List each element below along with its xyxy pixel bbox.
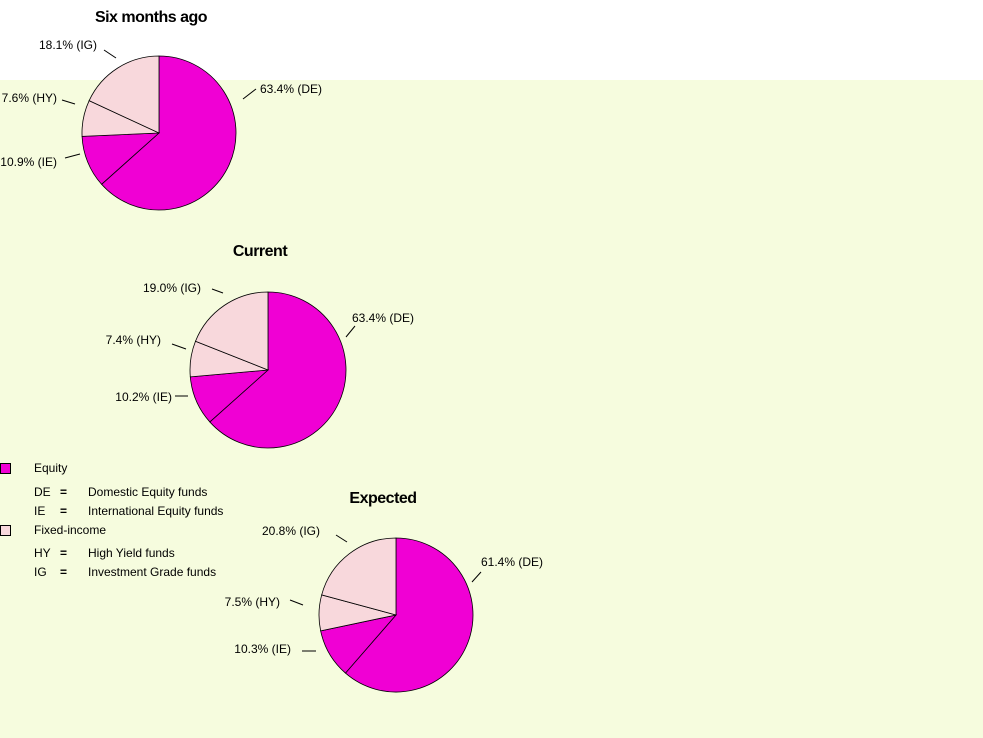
pie-2-label-hy: 7.5% (HY) — [225, 595, 280, 609]
pie-0-leader-ig — [103, 49, 117, 59]
pie-0-slice-de — [100, 55, 237, 211]
pie-1-leader-hy — [171, 343, 187, 350]
legend-abbr-ig: IG — [34, 565, 47, 579]
legend-equals: = — [60, 485, 68, 499]
legend: Equity DE = Domestic Equity funds IE = I… — [0, 460, 260, 590]
legend-swatch-fixed-income — [0, 525, 11, 536]
pie-1-slice-de — [209, 291, 347, 449]
pie-0-label-de: 63.4% (DE) — [260, 82, 322, 96]
pie-title-expected: Expected — [349, 490, 416, 507]
pie-0-label-ie: 10.9% (IE) — [0, 155, 57, 169]
legend-abbr-ie: IE — [34, 504, 46, 518]
legend-label-fixed-income: Fixed-income — [34, 523, 107, 537]
pie-2-label-ie: 10.3% (IE) — [234, 642, 291, 656]
legend-swatch-equity — [0, 463, 11, 474]
pie-2-slice-de — [344, 537, 474, 693]
legend-desc-ie: International Equity funds — [88, 504, 224, 518]
pie-1-label-hy: 7.4% (HY) — [106, 333, 161, 347]
pie-1-label-ie: 10.2% (IE) — [115, 390, 172, 404]
pie-0-leader-hy — [61, 99, 76, 105]
pie-1-label-ig: 19.0% (IG) — [143, 281, 201, 295]
legend-desc-ig: Investment Grade funds — [88, 565, 217, 579]
legend-label-equity: Equity — [34, 461, 68, 475]
pie-0-slice-ig — [88, 55, 160, 134]
pie-0-leader-de — [242, 88, 257, 100]
pie-1-leader-ig — [211, 288, 224, 294]
pie-2-leader-de — [471, 571, 482, 583]
pie-2-leader-hy — [289, 599, 304, 606]
pie-2-leader-ig — [335, 534, 348, 543]
legend-equals: = — [60, 504, 68, 518]
pie-1-leader-de — [345, 325, 356, 338]
pie-1-label-de: 63.4% (DE) — [352, 311, 414, 325]
legend-equals: = — [60, 546, 68, 560]
pie-2-label-ig: 20.8% (IG) — [262, 524, 320, 538]
legend-abbr-hy: HY — [34, 546, 51, 560]
legend-equals: = — [60, 565, 68, 579]
pie-2-label-de: 61.4% (DE) — [481, 555, 543, 569]
pie-0-leader-ie — [64, 153, 81, 159]
pie-0-label-hy: 7.6% (HY) — [2, 91, 57, 105]
pie-title-six-months: Six months ago — [95, 9, 208, 26]
legend-abbr-de: DE — [34, 485, 51, 499]
legend-desc-de: Domestic Equity funds — [88, 485, 208, 499]
pie-2-slice-ig — [321, 537, 397, 616]
pie-0-label-ig: 18.1% (IG) — [39, 38, 97, 52]
pie-1-slice-ig — [194, 291, 269, 371]
pie-title-current: Current — [233, 243, 288, 260]
legend-desc-hy: High Yield funds — [88, 546, 175, 560]
